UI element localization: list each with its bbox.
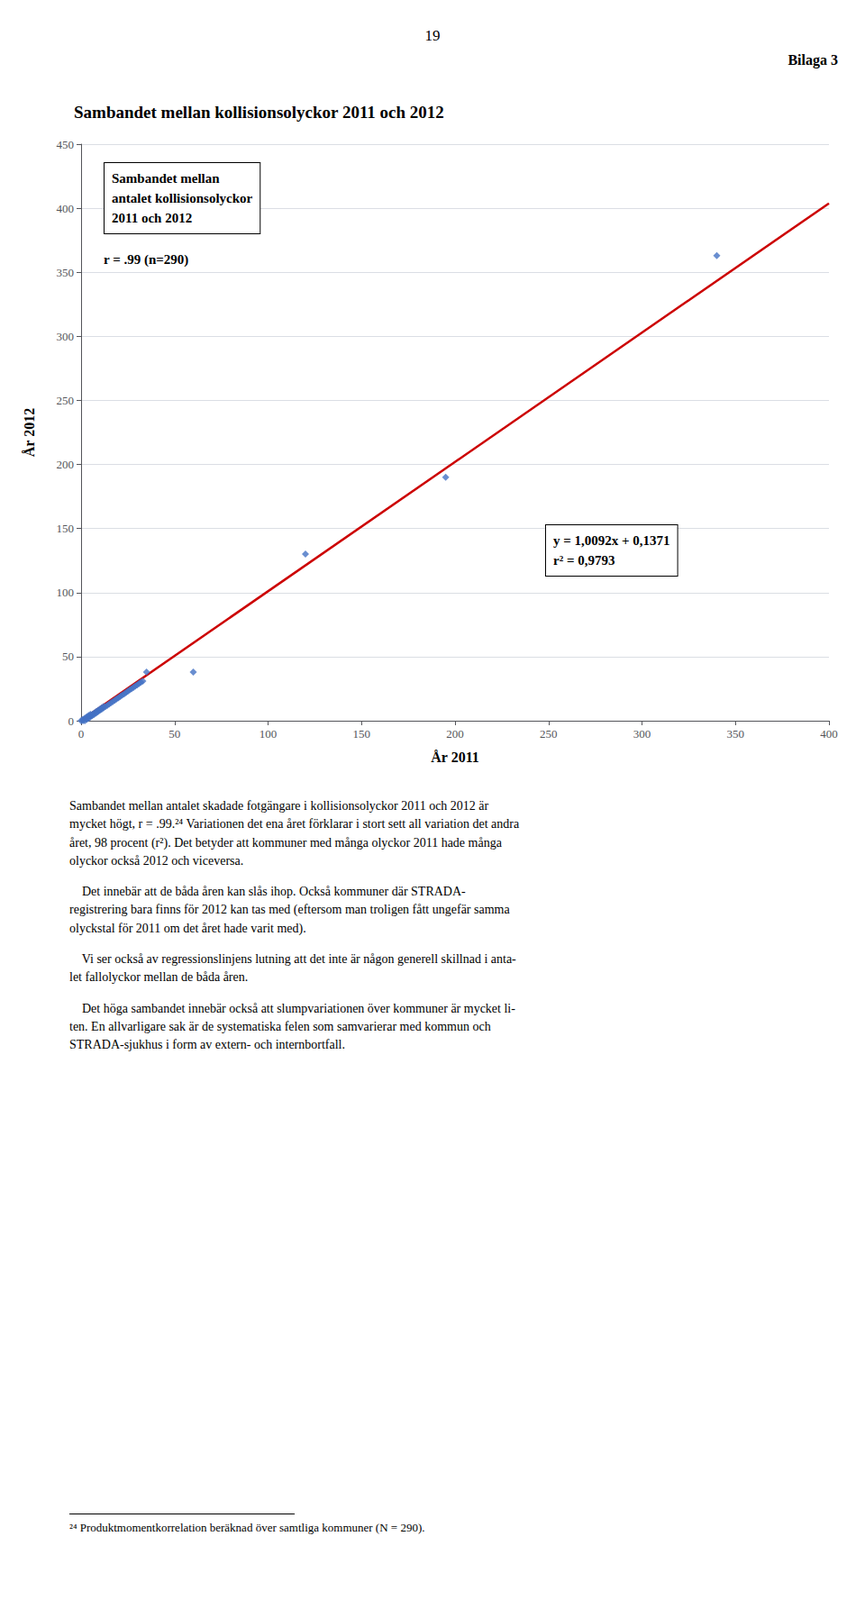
html-text:mycket högt, r = .99.²⁴ Variat: mycket högt, r = .99.²⁴ Variationen det … (69, 817, 520, 832)
svg-text:100: 100 (56, 585, 75, 600)
html-text:Vi ser också av regressionslin: Vi ser också av regressionslinjens lutni… (69, 952, 517, 967)
html-text:olyckstal för 2011 om det året: olyckstal för 2011 om det året hade vari… (69, 921, 307, 936)
svg-text:450: 450 (56, 137, 75, 152)
svg-text:150: 150 (353, 727, 372, 741)
svg-text:100: 100 (259, 727, 278, 741)
svg-text:0: 0 (78, 727, 85, 741)
html-text:registrering bara finns för 20: registrering bara finns för 2012 kan tas… (69, 903, 510, 917)
svg-text:150: 150 (56, 521, 75, 536)
svg-text:250: 250 (56, 393, 75, 408)
svg-text:400: 400 (819, 727, 838, 741)
html-text:19: 19 (424, 27, 441, 45)
html-text:²⁴ Produktmomentkorrelation be: ²⁴ Produktmomentkorrelation beräknad öve… (69, 1520, 425, 1535)
html-text:olyckor också 2012 och vicever: olyckor också 2012 och viceversa. (69, 854, 244, 868)
svg-text:r = .99 (n=290): r = .99 (n=290) (103, 252, 189, 268)
html-text:let fallolyckor mellan de båda: let fallolyckor mellan de båda åren. (69, 970, 249, 985)
svg-text:0: 0 (68, 714, 75, 729)
html-text:året, 98 procent (r²). Det bet: året, 98 procent (r²). Det betyder att k… (69, 835, 502, 850)
svg-text:50: 50 (168, 727, 181, 741)
svg-text:År 2012: År 2012 (21, 408, 37, 457)
svg-text:350: 350 (727, 727, 746, 741)
svg-text:r² = 0,9793: r² = 0,9793 (553, 553, 615, 568)
svg-text:300: 300 (56, 329, 75, 344)
svg-text:Sambandet mellan: Sambandet mellan (111, 171, 220, 186)
svg-text:y = 1,0092x + 0,1371: y = 1,0092x + 0,1371 (553, 533, 671, 548)
svg-text:350: 350 (56, 265, 75, 280)
html-text:Det innebär att de båda åren k: Det innebär att de båda åren kan slås ih… (69, 885, 466, 899)
html-text:Det höga sambandet innebär ock: Det höga sambandet innebär också att slu… (69, 1001, 516, 1016)
html-text:Sambandet mellan antalet skada: Sambandet mellan antalet skadade fotgäng… (69, 799, 489, 813)
svg-text:2011 och 2012: 2011 och 2012 (111, 210, 192, 226)
svg-text:antalet kollisionsolyckor: antalet kollisionsolyckor (111, 191, 254, 206)
svg-text:250: 250 (539, 727, 558, 741)
svg-text:Sambandet mellan kollisionsoly: Sambandet mellan kollisionsolyckor 2011 … (73, 102, 445, 122)
svg-text:200: 200 (56, 457, 75, 472)
svg-text:400: 400 (56, 201, 75, 216)
html-text:Bilaga 3: Bilaga 3 (787, 52, 838, 68)
svg-text:300: 300 (633, 727, 652, 741)
svg-text:200: 200 (446, 727, 465, 741)
html-text:STRADA-sjukhus i form av exter: STRADA-sjukhus i form av extern- och int… (69, 1038, 346, 1052)
svg-text:År 2011: År 2011 (430, 749, 479, 765)
svg-text:50: 50 (62, 649, 74, 664)
html-text:ten. En allvarligare sak är de: ten. En allvarligare sak är de systemati… (69, 1019, 491, 1034)
